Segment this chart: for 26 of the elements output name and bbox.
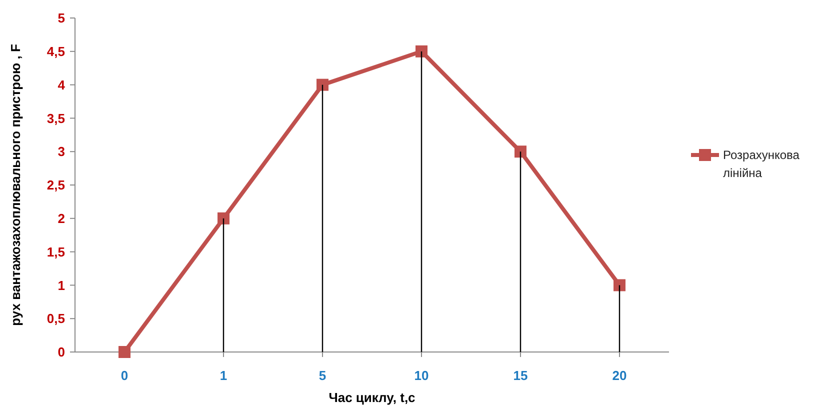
- y-tick-label: 4: [58, 77, 66, 92]
- y-tick-label: 4,5: [46, 44, 65, 59]
- point: [514, 146, 526, 158]
- y-tick-label: 3: [58, 144, 65, 160]
- y-tick-label: 3,5: [46, 110, 65, 126]
- x-tick-label: 20: [612, 368, 627, 383]
- y-tick-label: 0: [58, 344, 65, 360]
- x-tick-label: 10: [414, 368, 429, 383]
- y-tick-label: 1,5: [46, 244, 65, 260]
- point: [218, 212, 230, 224]
- point: [316, 78, 328, 91]
- point: [614, 279, 626, 292]
- point: [416, 45, 428, 58]
- legend-label: Розрахункова лінійна: [723, 148, 800, 180]
- y-tick-label: 0,5: [46, 311, 65, 326]
- x-axis-title: Час циклу, t,c: [328, 390, 416, 405]
- x-tick-label: 1: [220, 368, 228, 383]
- x-tick-label: 5: [318, 368, 326, 383]
- y-tick-label: 5: [58, 10, 65, 26]
- y-axis-title: рух вантажозахоплювального пристрою , F: [8, 44, 23, 326]
- x-tick-label: 0: [120, 368, 128, 383]
- x-tick-label: 15: [513, 368, 528, 383]
- y-tick-label: 2,5: [46, 178, 65, 193]
- y-tick-label: 1: [58, 278, 65, 293]
- y-tick-label: 2: [58, 210, 65, 226]
- point: [118, 346, 130, 358]
